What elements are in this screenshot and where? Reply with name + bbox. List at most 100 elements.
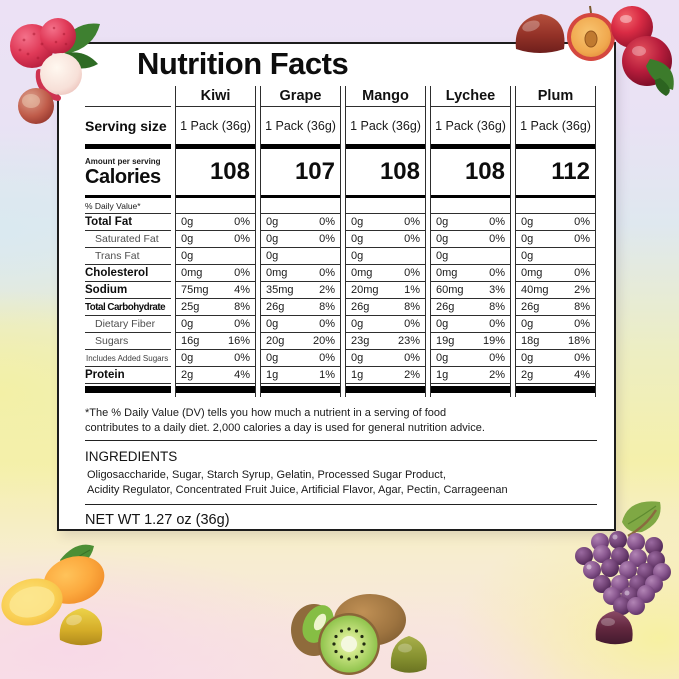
amount-per-serving-label: Amount per serving [85, 156, 161, 166]
nutrient-dv: 0% [404, 233, 420, 245]
nutrient-amount: 0g [266, 233, 279, 245]
footnote-line: contributes to a daily diet. 2,000 calor… [85, 422, 485, 434]
nutrient-value-row: 0mg 0% [346, 265, 425, 282]
footnote-line: *The % Daily Value (DV) tells you how mu… [85, 407, 447, 419]
nutrient-label: Dietary Fiber [85, 316, 171, 333]
plum-illustration [515, 5, 674, 96]
nutrient-amount: 0g [351, 250, 364, 262]
nutrient-value-row: 0g 0% [176, 316, 255, 333]
nutrient-value-row: 0g [346, 248, 425, 265]
nutrient-amount: 0g [266, 250, 279, 262]
nutrient-amount: 26g [521, 301, 540, 313]
serving-size-label: Serving size [85, 117, 167, 134]
nutrient-amount: 0g [521, 250, 534, 262]
nutrient-value-row: 20mg 1% [346, 282, 425, 299]
nutrient-value-row: 40mg 2% [516, 282, 595, 299]
lychee-peel-icon [35, 69, 61, 101]
nutrient-amount: 0g [351, 318, 364, 330]
nutrient-label: Sodium [85, 282, 171, 299]
nutrient-value-row: 23g 23% [346, 333, 425, 350]
gummy-highlight [66, 614, 82, 626]
mango-illustration [1, 544, 105, 646]
nutrient-amount: 0mg [436, 267, 458, 279]
nutrient-value-row: 60mg 3% [431, 282, 510, 299]
nutrient-value-row: 0g 0% [346, 214, 425, 231]
nutrient-amount: 0g [521, 352, 534, 364]
nutrient-dv: 0% [234, 352, 250, 364]
gummy-highlight [601, 618, 615, 626]
ingredients-line: Oligosaccharide, Sugar, Starch Syrup, Ge… [87, 469, 446, 481]
nutrient-value-row: 26g 8% [346, 299, 425, 316]
serving-size-value: 1 Pack (36g) [350, 118, 421, 133]
daily-value-footnote: *The % Daily Value (DV) tells you how mu… [85, 406, 597, 436]
nutrient-amount: 0g [436, 250, 449, 262]
nutrient-value-row: 0g 0% [516, 350, 595, 367]
nutrient-dv: 0% [319, 318, 335, 330]
nutrient-value-row: 0g 0% [431, 231, 510, 248]
nutrient-dv: 0% [574, 318, 590, 330]
nutrient-amount: 0g [351, 216, 364, 228]
nutrient-value-row: 0g 0% [431, 350, 510, 367]
thick-separator-bar [176, 144, 255, 149]
fruit-column: Mango 1 Pack (36g) 108 0g 0% 0g 0% 0g 0mg 0% 20mg 1… [345, 86, 426, 397]
plum-stem-icon [589, 5, 592, 14]
nutrient-label: Total Carbohydrate [85, 299, 171, 316]
nutrient-label: Protein [85, 367, 171, 384]
nutrient-value-row: 0g [176, 248, 255, 265]
nutrient-amount: 0g [181, 318, 194, 330]
daily-value-spacer [431, 198, 510, 214]
nutrient-dv: 0% [489, 233, 505, 245]
nutrient-value-row: 0g 0% [516, 214, 595, 231]
calories-value: 108 [464, 158, 505, 185]
nutrient-amount: 1g [436, 369, 449, 381]
nutrient-dv: 0% [404, 216, 420, 228]
nutrient-dv: 16% [227, 335, 250, 347]
nutrient-label: Includes Added Sugars [85, 350, 171, 367]
nutrient-value-row: 25g 8% [176, 299, 255, 316]
nutrient-value-row: 0g [516, 248, 595, 265]
plum-leaf-icon [646, 59, 674, 90]
spacer [516, 393, 595, 397]
nutrient-value-row: 0mg 0% [516, 265, 595, 282]
divider-line [85, 504, 597, 505]
nutrient-dv: 0% [319, 267, 335, 279]
nutrient-dv: 0% [489, 352, 505, 364]
serving-size-value: 1 Pack (36g) [435, 118, 506, 133]
nutrient-value-row: 0g 0% [516, 316, 595, 333]
nutrient-dv: 8% [404, 301, 420, 313]
medium-separator-bar [261, 195, 340, 198]
nutrient-dv: 1% [404, 284, 420, 296]
nutrient-value-row: 0mg 0% [261, 265, 340, 282]
nutrient-value-row: 19g 19% [431, 333, 510, 350]
nutrient-value-row: 0g 0% [346, 316, 425, 333]
nutrient-value-row: 0g [261, 248, 340, 265]
nutrient-amount: 26g [436, 301, 455, 313]
nutrient-value-row: 0g 0% [346, 350, 425, 367]
nutrient-amount: 0g [436, 216, 449, 228]
kiwi-gummy-icon [390, 636, 427, 673]
nutrient-dv: 4% [234, 284, 250, 296]
plum-leaf-icon [655, 78, 670, 96]
bottom-bar [176, 386, 255, 393]
nutrient-value-row: 0g 0% [431, 214, 510, 231]
nutrient-amount: 23g [351, 335, 370, 347]
grape-stem-icon [627, 509, 658, 538]
grape-illustration [575, 501, 671, 645]
daily-value-spacer [516, 198, 595, 214]
medium-separator-bar [346, 195, 425, 198]
lychee-illustration [10, 18, 100, 124]
label-column-header [85, 86, 171, 107]
fruit-name-header: Kiwi [176, 86, 255, 107]
thick-separator-bar [431, 144, 510, 149]
calories-value: 107 [294, 158, 335, 185]
nutrient-dv: 0% [489, 318, 505, 330]
nutrient-amount: 0g [436, 352, 449, 364]
nutrient-amount: 60mg [436, 284, 464, 296]
nutrient-dv: 4% [574, 369, 590, 381]
nutrient-dv: 2% [319, 284, 335, 296]
thick-separator-bar [85, 144, 171, 149]
nutrient-amount: 0g [266, 216, 279, 228]
gummy-highlight [398, 643, 412, 653]
peeled-lychee-icon [40, 53, 82, 95]
